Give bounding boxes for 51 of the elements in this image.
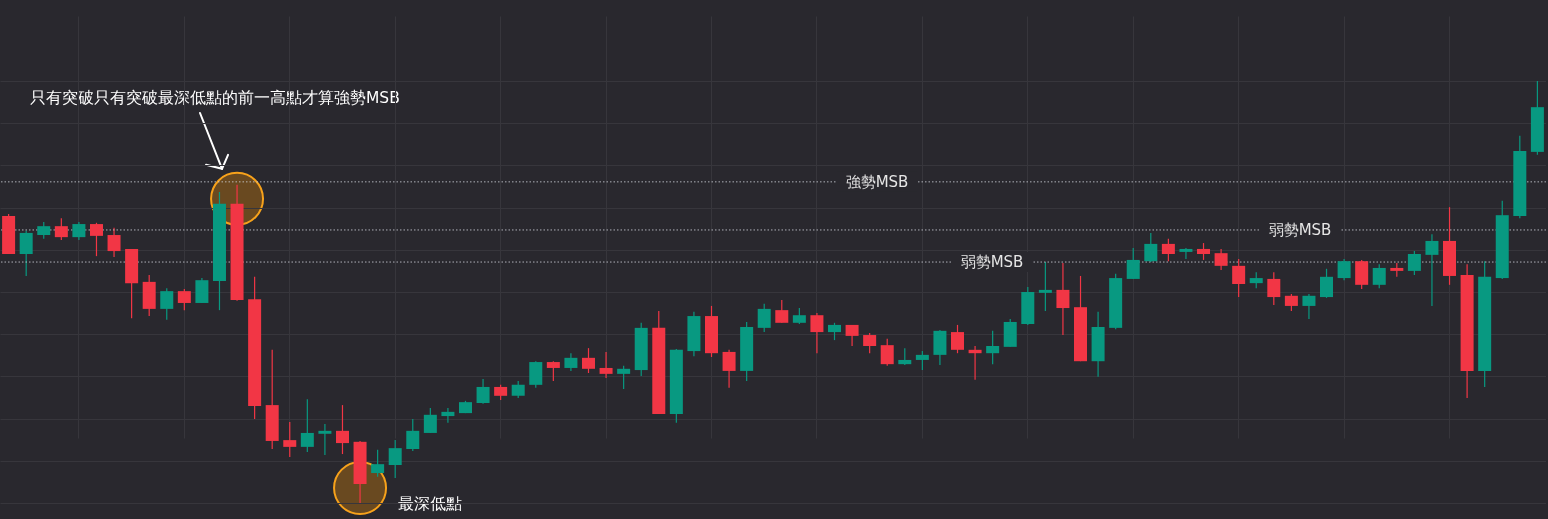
ref-line-label: 強勢MSB [845,172,909,191]
candlestick [300,398,314,453]
ref-line-label: 弱勢MSB [1268,220,1332,239]
candlestick [423,407,437,434]
candlestick [54,217,68,241]
candlestick [1144,232,1158,263]
candlestick [1232,258,1246,298]
candlestick [177,288,191,311]
candlestick [1161,238,1175,262]
candlestick [1302,293,1316,320]
candlestick [775,299,789,324]
candlestick [406,418,420,452]
candlestick [915,350,929,371]
candlestick [546,360,560,382]
candlestick [1126,247,1140,280]
candlestick [1320,268,1334,299]
candlestick [283,421,297,458]
candlestick [19,230,33,277]
candlestick [476,378,490,405]
candlestick [1355,259,1369,290]
candlestick [160,287,174,321]
candlestick [388,439,402,479]
candlestick [529,360,543,389]
candlestick [1337,258,1351,281]
candlestick [335,404,349,455]
candlestick [581,347,595,374]
candlestick [1372,263,1386,289]
candlestick [195,277,209,304]
candlestick [599,351,613,379]
candlestick [441,407,455,424]
candlestick [1038,261,1052,312]
candlestick [986,330,1000,365]
candlestick [880,338,894,367]
candlestick [863,332,877,354]
candlestick [1407,250,1421,276]
candlestick [1214,248,1228,271]
candlestick [1267,271,1281,306]
candlestick [107,227,121,258]
candlestick [318,423,332,456]
candlestick [617,365,631,390]
candlestick [72,221,86,241]
candlestick [1056,262,1070,336]
candlestick [810,312,824,354]
candlestick [371,449,385,478]
candlestick [1179,247,1193,260]
candlestick [757,303,771,333]
candlestick [89,222,103,257]
ref-line-label: 弱勢MSB [960,253,1024,272]
candlestick [1425,233,1439,307]
candlestick [951,324,965,354]
candlestick [722,349,736,389]
